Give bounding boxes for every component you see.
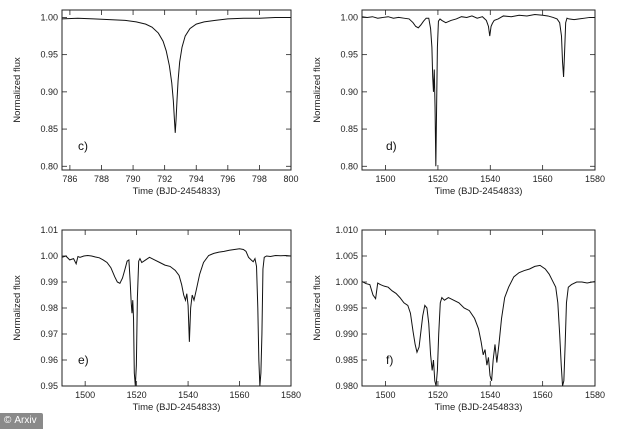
y-tick-label: 1.000 <box>335 277 358 287</box>
y-tick-label: 1.010 <box>335 225 358 235</box>
x-tick-label: 1520 <box>428 174 448 184</box>
y-tick-label: 1.00 <box>40 12 58 22</box>
plot-frame <box>61 229 292 387</box>
y-tick-label: 0.95 <box>40 50 58 60</box>
x-tick-label: 1500 <box>376 174 396 184</box>
x-tick-label: 1560 <box>533 390 553 400</box>
plot-frame <box>61 9 292 171</box>
x-tick-label: 788 <box>94 174 109 184</box>
chart-panel-e: 1500 1520 1540 1560 1580 0.95 0.96 0.97 0.98 0.99… <box>12 225 301 413</box>
x-tick-label: 1540 <box>480 390 500 400</box>
x-tick-label: 800 <box>283 174 298 184</box>
x-tick-label: 1580 <box>585 174 605 184</box>
x-axis-label: Time (BJD-2454833) <box>435 186 523 197</box>
flux-series-line <box>362 13 595 167</box>
chart-panel-c: 786 788 790 792 794 796 798 800 0.80 0.85 0.90 0.95… <box>12 9 299 197</box>
x-axis-label: Time (BJD-2454833) <box>435 402 523 413</box>
y-tick-label: 0.96 <box>40 355 58 365</box>
flux-series-line <box>362 264 595 386</box>
x-tick-label: 786 <box>62 174 77 184</box>
x-tick-label: 1520 <box>428 390 448 400</box>
x-tick-label: 790 <box>126 174 141 184</box>
y-tick-label: 0.99 <box>40 277 58 287</box>
credit-text: Arxiv <box>14 415 37 426</box>
x-tick-label: 792 <box>157 174 172 184</box>
y-tick-label: 1.00 <box>40 251 58 261</box>
y-tick-label: 1.00 <box>340 12 358 22</box>
y-tick-label: 0.980 <box>335 381 358 391</box>
x-tick-label: 1520 <box>127 390 147 400</box>
panel-label: f) <box>386 353 393 367</box>
y-tick-label: 0.990 <box>335 329 358 339</box>
y-tick-label: 0.95 <box>340 50 358 60</box>
x-tick-label: 798 <box>252 174 267 184</box>
x-tick-label: 794 <box>189 174 204 184</box>
y-tick-label: 0.90 <box>340 87 358 97</box>
x-tick-label: 1540 <box>178 390 198 400</box>
y-tick-label: 0.985 <box>335 355 358 365</box>
copyright-icon: © <box>4 415 12 426</box>
y-axis-label: Normalized flux <box>12 275 23 341</box>
plot-frame <box>361 229 596 387</box>
y-tick-label: 0.80 <box>340 161 358 171</box>
y-tick-label: 0.85 <box>340 124 358 134</box>
chart-panel-f: 1500 1520 1540 1560 1580 0.980 0.985 0.990 0.995… <box>312 225 605 413</box>
x-axis-label: Time (BJD-2454833) <box>133 402 221 413</box>
x-tick-label: 1500 <box>75 390 95 400</box>
plot-frame <box>361 9 596 171</box>
y-tick-label: 1.005 <box>335 251 358 261</box>
x-axis-label: Time (BJD-2454833) <box>133 186 221 197</box>
y-tick-label: 1.01 <box>40 225 58 235</box>
y-tick-label: 0.95 <box>40 381 58 391</box>
x-tick-label: 1560 <box>533 174 553 184</box>
y-axis-label: Normalized flux <box>12 57 23 123</box>
y-tick-label: 0.995 <box>335 303 358 313</box>
y-tick-label: 0.85 <box>40 124 58 134</box>
x-tick-label: 796 <box>220 174 235 184</box>
panel-label: d) <box>386 139 397 153</box>
y-axis-label: Normalized flux <box>312 275 323 341</box>
y-axis-label: Normalized flux <box>312 57 323 123</box>
y-tick-label: 0.97 <box>40 329 58 339</box>
flux-series-line <box>62 16 291 133</box>
chart-panel-d: 1500 1520 1540 1560 1580 0.80 0.85 0.90 0.95 1.00… <box>312 9 605 197</box>
y-tick-label: 0.90 <box>40 87 58 97</box>
x-tick-label: 1560 <box>230 390 250 400</box>
y-tick-label: 0.80 <box>40 161 58 171</box>
x-tick-label: 1580 <box>585 390 605 400</box>
panel-label: e) <box>78 353 89 367</box>
x-tick-label: 1540 <box>480 174 500 184</box>
panel-label: c) <box>78 139 88 153</box>
x-tick-label: 1580 <box>281 390 301 400</box>
y-tick-label: 0.98 <box>40 303 58 313</box>
flux-series-line <box>62 248 291 386</box>
x-tick-label: 1500 <box>376 390 396 400</box>
photo-credit: © Arxiv <box>0 413 43 429</box>
